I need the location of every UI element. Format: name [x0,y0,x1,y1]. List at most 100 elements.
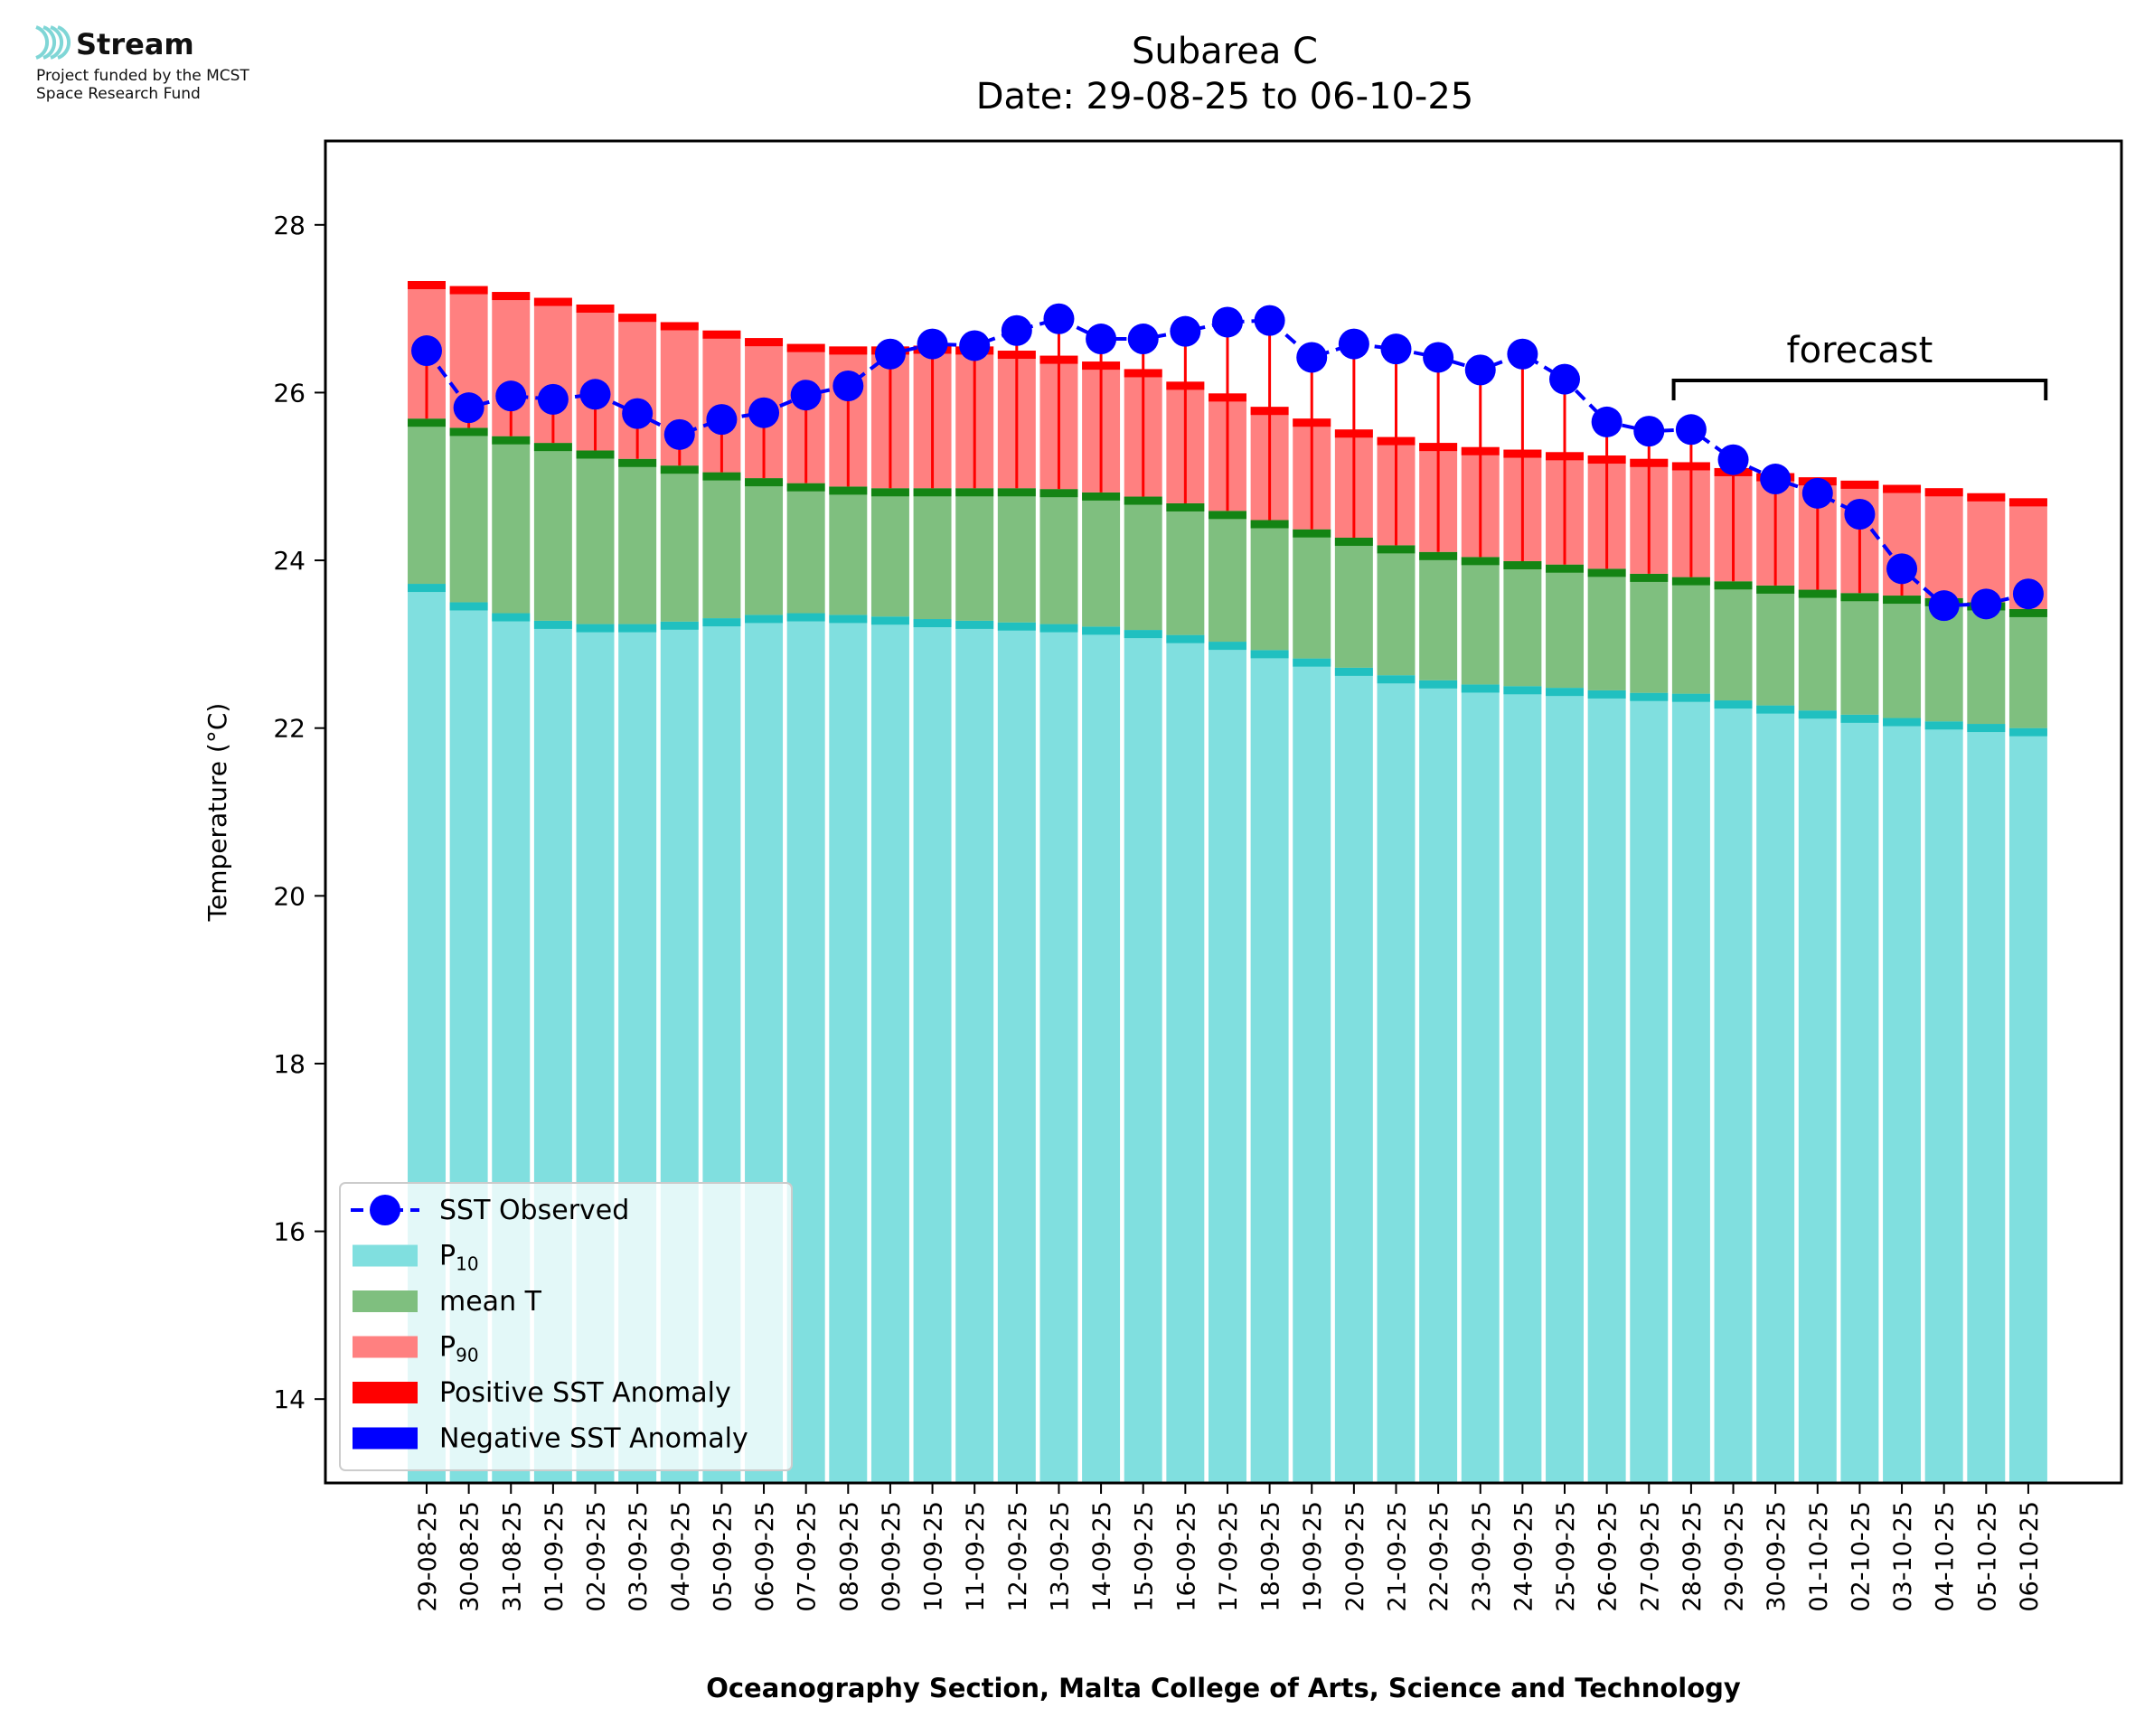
legend-sst-marker [370,1195,400,1225]
p10-bar [1840,714,1879,1483]
p90-cap [1883,484,1922,493]
p10-bar [1546,688,1584,1483]
mean-bar [1967,602,2006,725]
x-tick-label: 06-09-25 [751,1501,779,1612]
legend-swatch [353,1336,418,1358]
sst-point [748,397,780,428]
sst-point [917,328,948,360]
plot-frame [324,139,2123,1485]
sst-point [1591,406,1623,437]
mean-cap [870,488,909,497]
p10-bar [997,622,1036,1483]
p10-bar [1039,624,1078,1483]
p10-bar [1124,630,1162,1483]
p10-cap [955,620,994,629]
p10-cap [1208,642,1246,651]
p90-bar [1924,488,1963,598]
mean-bar [1798,589,1837,711]
mean-bar [1630,573,1669,693]
p10-bar [829,615,868,1483]
p90-cap [2008,498,2047,507]
mean-bar [1293,529,1331,659]
mean-bar [1419,551,1458,680]
axes-layer: 14 16 18 20 22 24 26 28 29-08-25 30-08-25 31-08-25… [273,139,2123,1612]
p10-cap [997,622,1036,631]
p10-cap [1124,630,1162,639]
x-tick-label: 02-09-25 [583,1501,611,1612]
sst-point [1886,553,1918,585]
sst-point [1043,303,1075,334]
p10-bar [913,619,952,1483]
x-tick-label: 28-09-25 [1679,1501,1707,1612]
p10-bar [1250,650,1289,1483]
mean-cap [1208,511,1246,520]
sst-point [537,383,569,415]
p10-cap [1419,680,1458,689]
p10-bar [1924,721,1963,1483]
sst-point [1296,342,1328,373]
mean-cap [1419,551,1458,560]
p90-cap [492,292,531,301]
sst-point [832,371,864,402]
mean-bar [1250,520,1289,651]
x-tick-label: 02-10-25 [1847,1501,1875,1612]
sst-point [411,335,442,367]
p10-cap [449,602,488,611]
p90-cap [786,343,825,352]
mean-bar [2008,608,2047,728]
p10-cap [1671,693,1710,702]
p10-cap [2008,727,2047,737]
mean-bar [660,465,699,622]
legend-swatch [353,1244,418,1267]
legend-label: SST Observed [439,1195,629,1226]
p10-cap [1714,700,1753,709]
legend-swatch [353,1382,418,1403]
p10-cap [1503,686,1542,695]
p10-bar [1208,642,1246,1483]
p10-bar [1377,675,1416,1483]
x-tick-label: 29-09-25 [1721,1501,1749,1612]
sst-point [1801,477,1833,509]
sst-point [2012,578,2044,610]
x-tick-label: 23-09-25 [1468,1501,1496,1612]
mean-cap [618,458,657,467]
mean-cap [1461,557,1500,566]
mean-cap [2008,608,2047,617]
p10-bar [1883,718,1922,1483]
mean-bar [1082,492,1121,627]
mean-cap [1630,573,1669,582]
x-tick-label: 22-09-25 [1425,1501,1453,1612]
y-tick-label: 22 [273,714,306,744]
sst-point [1464,354,1496,386]
y-tick-label: 28 [273,211,306,240]
mean-cap [1377,545,1416,554]
sst-point [706,404,738,436]
p90-cap [449,286,488,295]
sst-point [1971,588,2002,620]
x-tick-label: 01-10-25 [1805,1501,1833,1612]
sst-point [1633,416,1665,447]
y-axis-label: Temperature (°C) [202,703,232,923]
p10-cap [1250,650,1289,659]
sst-point [579,379,611,410]
mean-bar [1334,538,1373,668]
mean-bar [1377,545,1416,676]
y-tick-label: 14 [273,1384,306,1414]
p10-cap [533,620,572,629]
x-tick-label: 26-09-25 [1594,1501,1623,1612]
mean-bar [870,488,909,617]
mean-bar [745,478,784,615]
p10-cap [1756,705,1795,714]
sst-point [1086,324,1117,355]
p10-cap [1082,626,1121,635]
mean-bar [1166,502,1205,635]
mean-bar [1461,557,1500,685]
x-tick-label: 07-09-25 [794,1501,822,1612]
y-tick-label: 24 [273,546,306,576]
p10-bar [1461,684,1500,1483]
legend-label: Negative SST Anomaly [439,1423,748,1455]
mean-cap [1334,538,1373,547]
mean-cap [913,488,952,497]
